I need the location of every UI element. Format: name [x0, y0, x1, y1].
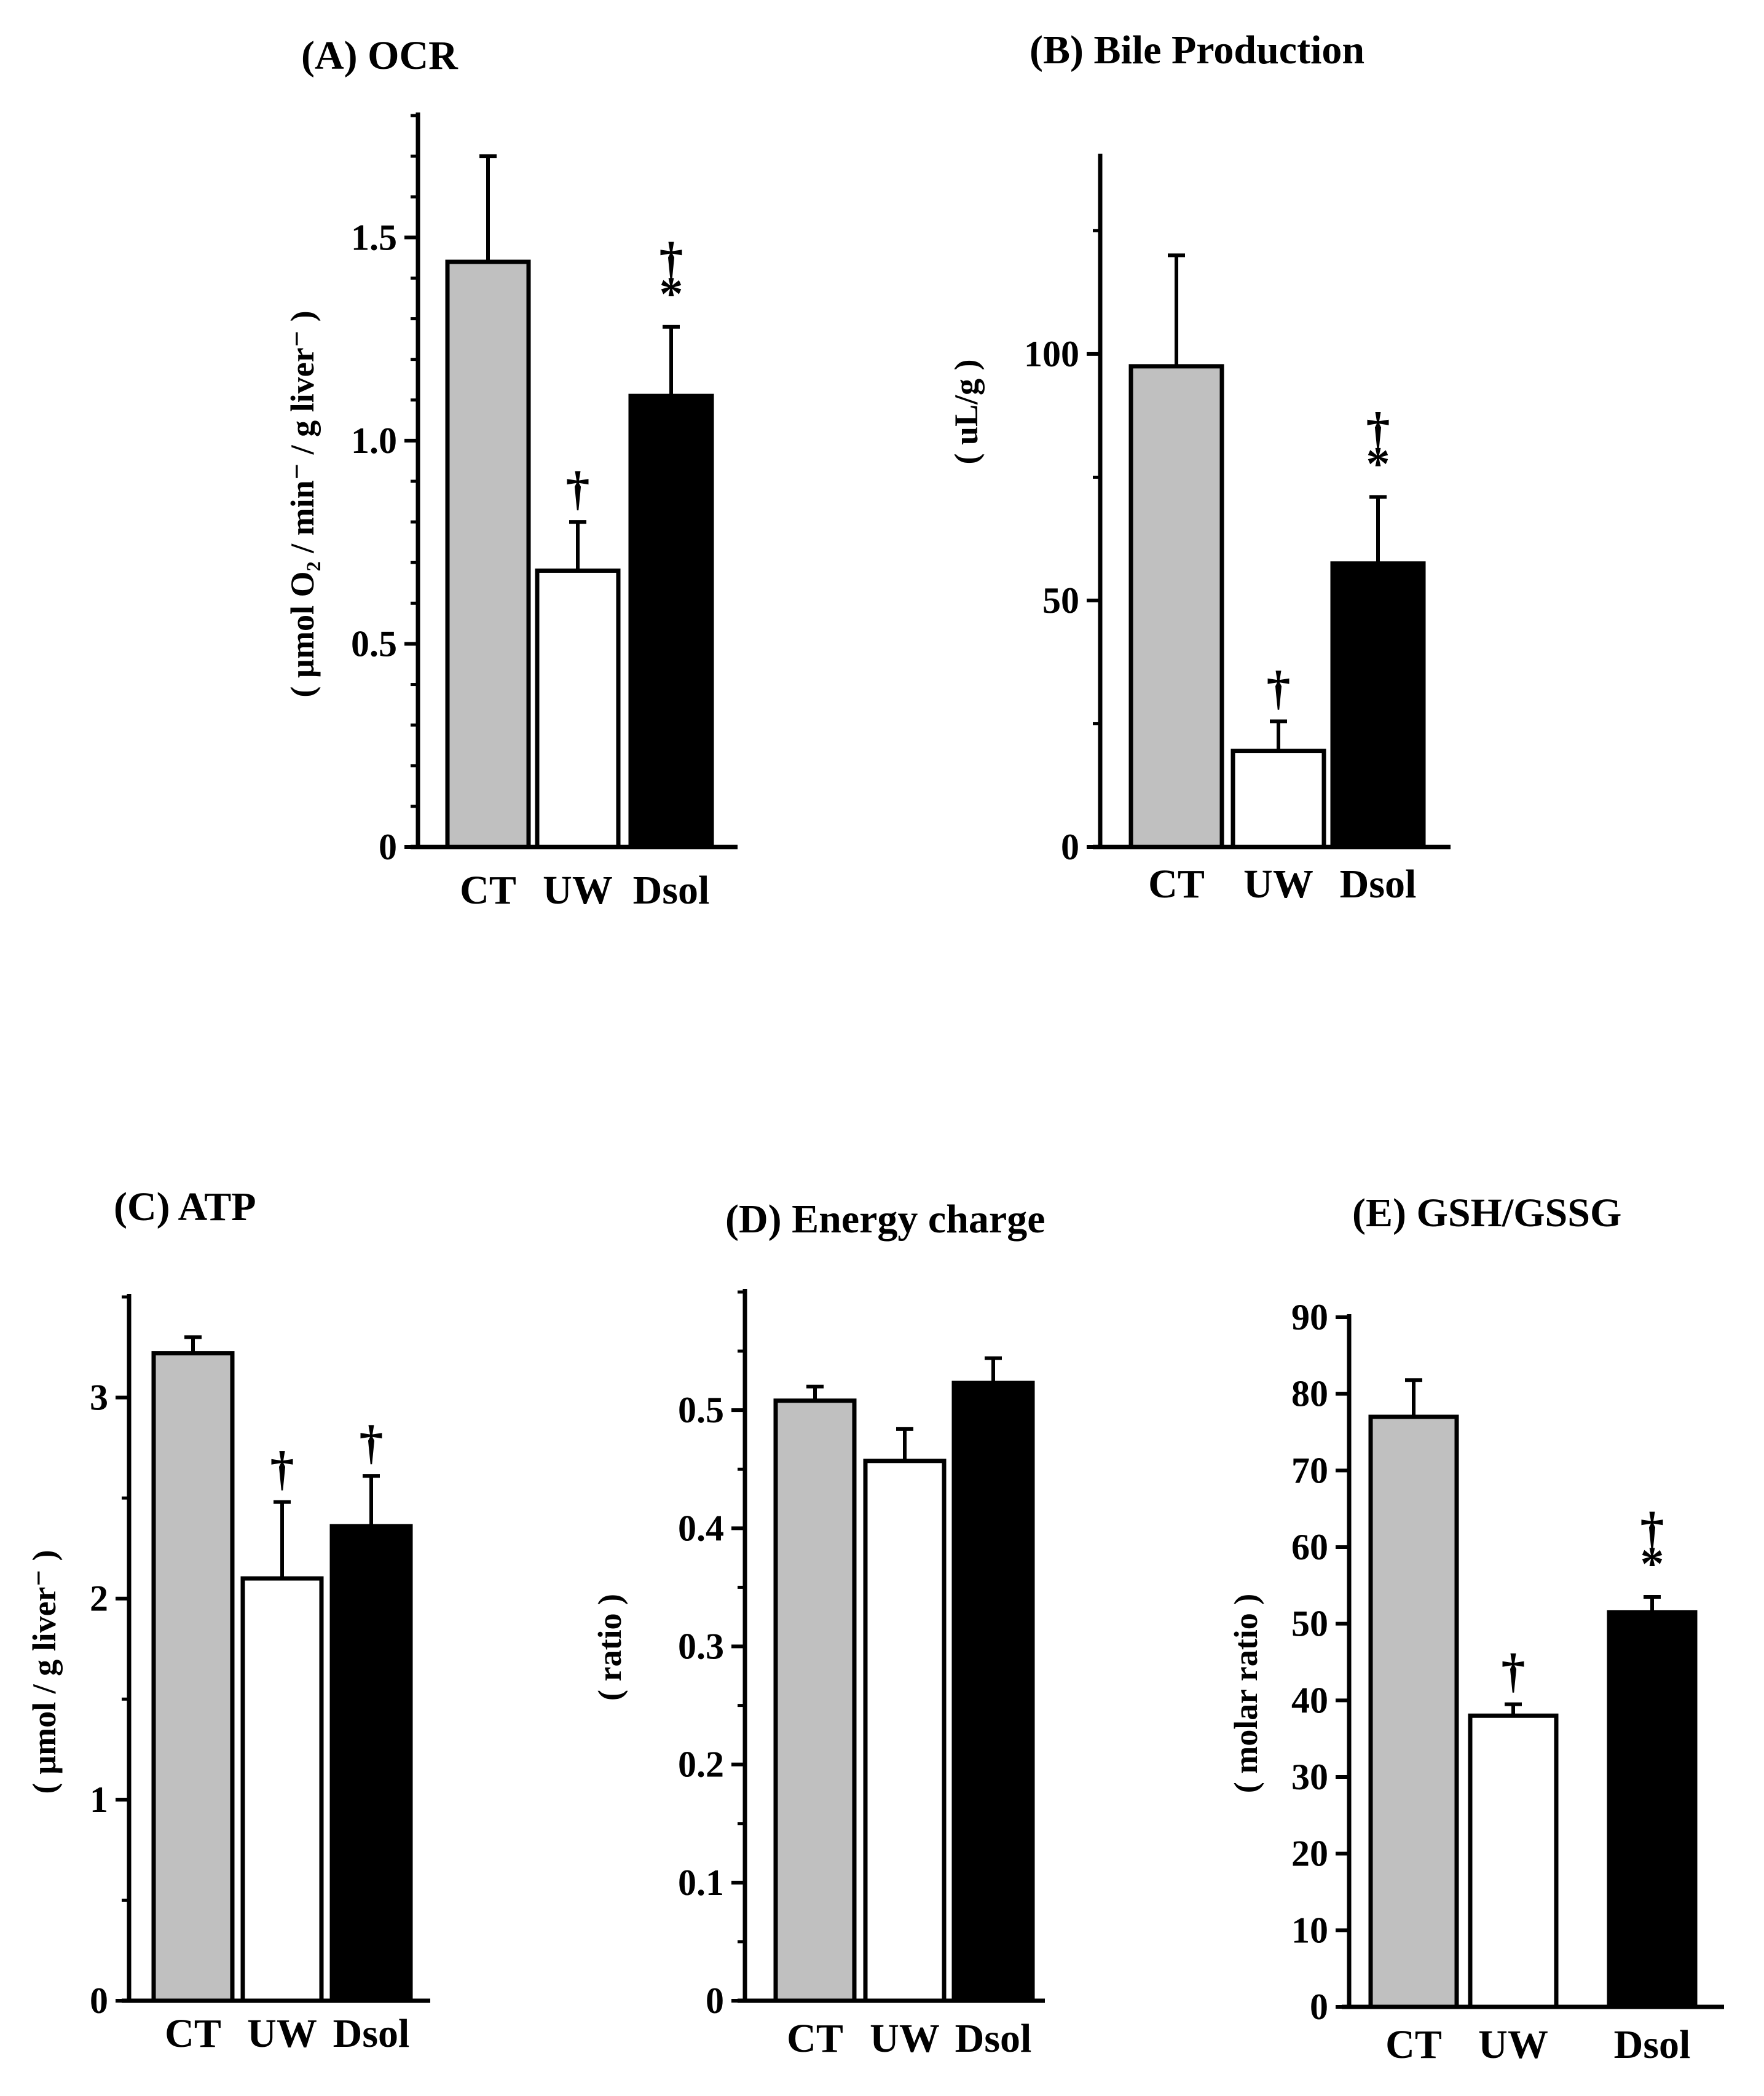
x-category-label: CT	[1385, 2022, 1442, 2067]
chart-D: (D) Energy charge ( ratio ) 0 0.1 0.2 0.3 0.4 0…	[591, 1197, 1045, 2061]
y-tick-label: 100	[1024, 334, 1079, 374]
y-tick-label: 2	[90, 1578, 108, 1619]
x-category-label: CT	[787, 2016, 843, 2061]
y-axis-label: ( ratio )	[591, 1594, 628, 1701]
y-tick-label: 90	[1291, 1297, 1328, 1338]
significance-dagger: †	[1640, 1502, 1664, 1556]
chart-A: (A) OCR( µmol O₂ / min⁻ / g liver⁻ ) †*†0…	[284, 33, 738, 913]
significance-dagger: †	[1267, 661, 1291, 714]
significance-dagger: †	[660, 232, 683, 286]
y-axis-label: ( uL/g )	[948, 359, 985, 464]
y-tick-label: 3	[90, 1377, 108, 1418]
bar-ct	[1368, 1414, 1459, 2009]
y-tick-label: 0.3	[678, 1626, 724, 1667]
x-category-label: Dsol	[955, 2016, 1032, 2061]
x-category-label: CT	[460, 868, 516, 913]
significance-dagger: †	[566, 462, 590, 515]
y-tick-label: 80	[1291, 1374, 1328, 1414]
y-axis-label: ( µmol / g liver⁻ )	[26, 1550, 63, 1794]
chart-title: (B) Bile Production	[1030, 28, 1364, 73]
y-tick-label: 10	[1291, 1910, 1328, 1950]
y-tick-label: 0.5	[351, 623, 397, 664]
bar-uw	[535, 568, 621, 849]
bar-uw	[1230, 749, 1326, 849]
y-tick-label: 0.2	[678, 1744, 724, 1785]
y-tick-label: 0	[379, 827, 397, 867]
y-tick-label: 0.1	[678, 1862, 724, 1903]
y-axis-label: ( molar ratio )	[1227, 1594, 1264, 1793]
x-category-label: UW	[543, 868, 613, 913]
y-axis-label: ( µmol O₂ / min⁻ / g liver⁻ )	[284, 310, 321, 697]
significance-dagger: †	[1366, 402, 1390, 455]
y-tick-label: 0.4	[678, 1508, 724, 1548]
y-tick-label: 0	[706, 1980, 724, 2021]
chart-title: (C) ATP	[114, 1184, 256, 1229]
x-category-label: UW	[1478, 2022, 1548, 2067]
y-tick-label: 30	[1291, 1757, 1328, 1797]
significance-dagger: †	[1502, 1644, 1526, 1698]
y-tick-label: 70	[1291, 1450, 1328, 1491]
bar-dsol	[628, 393, 714, 849]
significance-dagger: †	[270, 1442, 294, 1495]
y-tick-label: 50	[1291, 1604, 1328, 1644]
x-category-label: UW	[247, 2011, 317, 2056]
chart-E: (E) GSH/GSSG( molar ratio ) †*†0102030405…	[1227, 1191, 1724, 2067]
x-category-label: Dsol	[333, 2011, 410, 2056]
significance-asterisk: *	[1640, 1537, 1664, 1590]
y-tick-label: 50	[1042, 580, 1079, 621]
chart-title: (E) GSH/GSSG	[1352, 1191, 1621, 1235]
bar-dsol	[1330, 561, 1426, 849]
x-category-label: UW	[870, 2016, 940, 2061]
bar-ct	[151, 1351, 235, 2003]
y-tick-label: 40	[1291, 1680, 1328, 1720]
significance-dagger: †	[360, 1416, 384, 1469]
y-tick-label: 60	[1291, 1527, 1328, 1567]
y-tick-label: 1.5	[351, 217, 397, 258]
x-category-label: UW	[1243, 862, 1313, 907]
y-tick-label: 0	[1061, 827, 1079, 867]
bar-ct	[445, 259, 531, 849]
chart-title: (A) OCR	[301, 33, 459, 78]
y-tick-label: 20	[1291, 1834, 1328, 1874]
significance-asterisk: *	[1366, 436, 1390, 490]
y-tick-label: 0	[90, 1980, 108, 2021]
bar-ct	[1128, 364, 1224, 849]
chart-title: (D) Energy charge	[725, 1197, 1045, 1242]
y-tick-label: 0	[1310, 1987, 1328, 2027]
y-tick-label: 0.5	[678, 1390, 724, 1430]
bar-dsol	[951, 1381, 1035, 2003]
bar-uw	[240, 1576, 324, 2003]
bar-dsol	[329, 1524, 413, 2003]
x-category-label: CT	[165, 2011, 221, 2056]
chart-C: (C) ATP ( µmol / g liver⁻ ) † † 0 1 2 3 CT UW Dsol	[26, 1184, 430, 2056]
bar-uw	[1468, 1713, 1559, 2009]
y-tick-label: 1.0	[351, 420, 397, 461]
x-category-label: Dsol	[1340, 862, 1417, 907]
x-category-label: Dsol	[1614, 2022, 1691, 2067]
significance-asterisk: *	[660, 267, 683, 320]
bar-dsol	[1607, 1610, 1698, 2009]
x-category-label: CT	[1148, 862, 1205, 907]
bar-ct	[773, 1398, 857, 2003]
bar-uw	[863, 1459, 947, 2003]
x-category-label: Dsol	[633, 868, 710, 913]
y-tick-label: 1	[90, 1779, 108, 1820]
